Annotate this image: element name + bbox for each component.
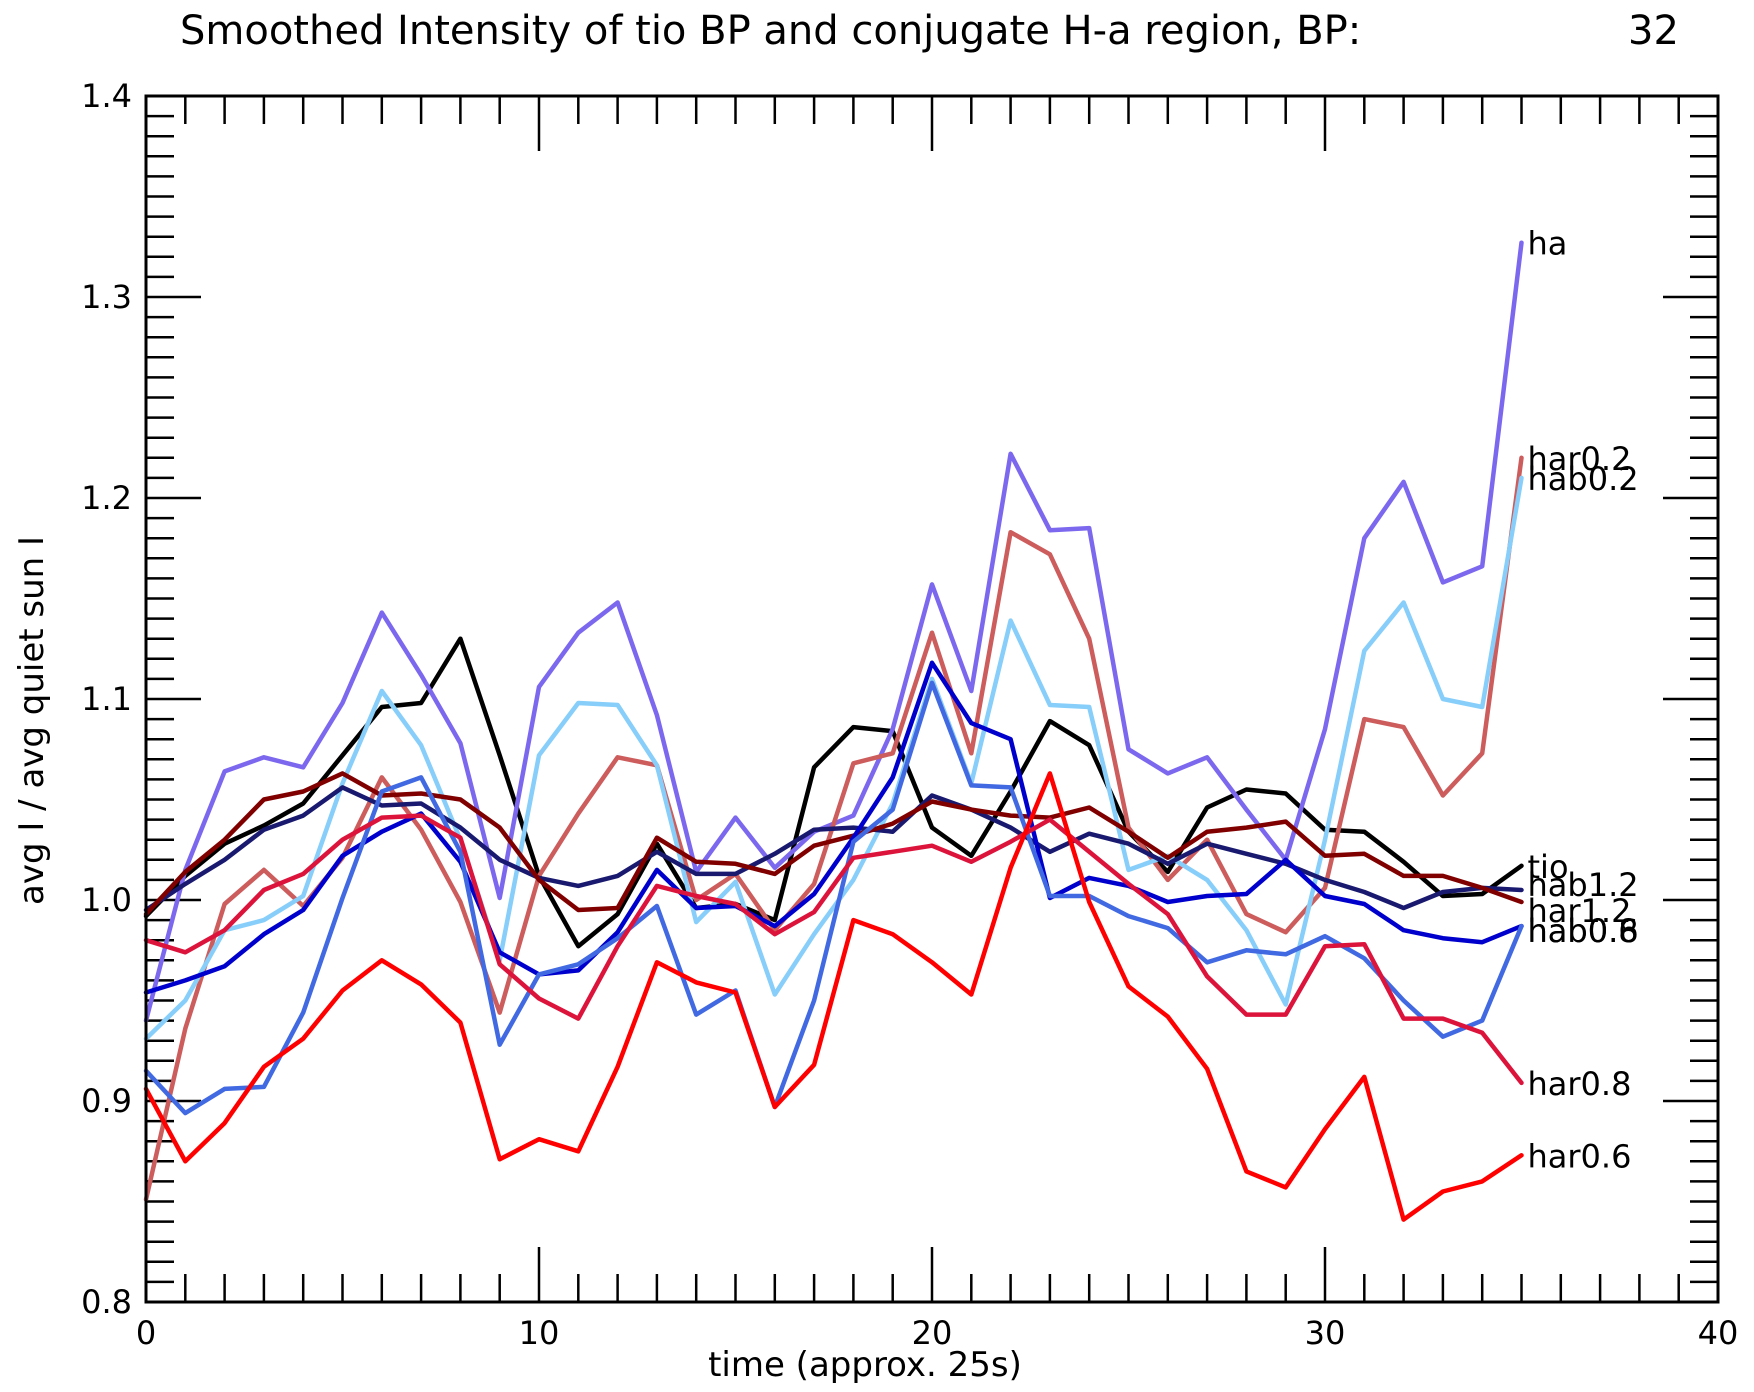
end-label-har1.2: har1.2	[1528, 892, 1632, 930]
y-tick-label: 0.8	[81, 1283, 132, 1321]
series-line-hab0.8	[143, 660, 1524, 995]
end-label-har0.6: har0.6	[1528, 1137, 1632, 1175]
y-tick-label: 1.4	[81, 77, 132, 115]
x-tick-label: 0	[136, 1314, 156, 1352]
tick-labels: 0 10 20 30 40 0.8 0.9 1.0 1.1 1.2 1.3 1.4	[81, 77, 1738, 1352]
end-label-har0.2: har0.2	[1528, 440, 1632, 478]
x-axis-label: time (approx. 25s)	[708, 1345, 1022, 1385]
series-line-har0.8	[143, 813, 1524, 1086]
y-axis-label: avg I / avg quiet sun I	[12, 535, 52, 905]
series-line-har1.2	[143, 771, 1524, 917]
series-line-har0.6	[143, 771, 1524, 1222]
end-label-hab1.2: hab1.2	[1528, 866, 1639, 904]
chart-title-bp-number: 32	[1628, 8, 1679, 54]
end-label-hab0.8: hab0.8	[1528, 912, 1639, 950]
y-tick-label: 1.2	[81, 479, 132, 517]
end-label-tio: tio	[1528, 848, 1569, 886]
end-label-har0.8: har0.8	[1528, 1065, 1632, 1103]
axis-ticks	[144, 94, 1720, 1304]
x-tick-label: 10	[519, 1314, 560, 1352]
x-tick-label: 20	[912, 1314, 953, 1352]
y-tick-label: 1.1	[81, 680, 132, 718]
end-label-ha: ha	[1528, 225, 1568, 263]
y-tick-label: 1.3	[81, 278, 132, 316]
x-tick-label: 30	[1305, 1314, 1346, 1352]
y-tick-label: 0.9	[81, 1082, 132, 1120]
series-line-hab0.6	[143, 680, 1524, 1116]
series-lines	[143, 240, 1524, 1222]
series-line-tio	[143, 636, 1524, 949]
chart-title: Smoothed Intensity of tio BP and conjuga…	[180, 8, 1362, 54]
x-tick-label: 40	[1698, 1314, 1739, 1352]
series-line-hab0.2	[143, 475, 1524, 1041]
plot-frame	[144, 94, 1720, 1304]
end-label-hab0.6: hab0.6	[1528, 912, 1639, 950]
y-tick-label: 1.0	[81, 881, 132, 919]
end-label-hab0.2: hab0.2	[1528, 460, 1639, 498]
